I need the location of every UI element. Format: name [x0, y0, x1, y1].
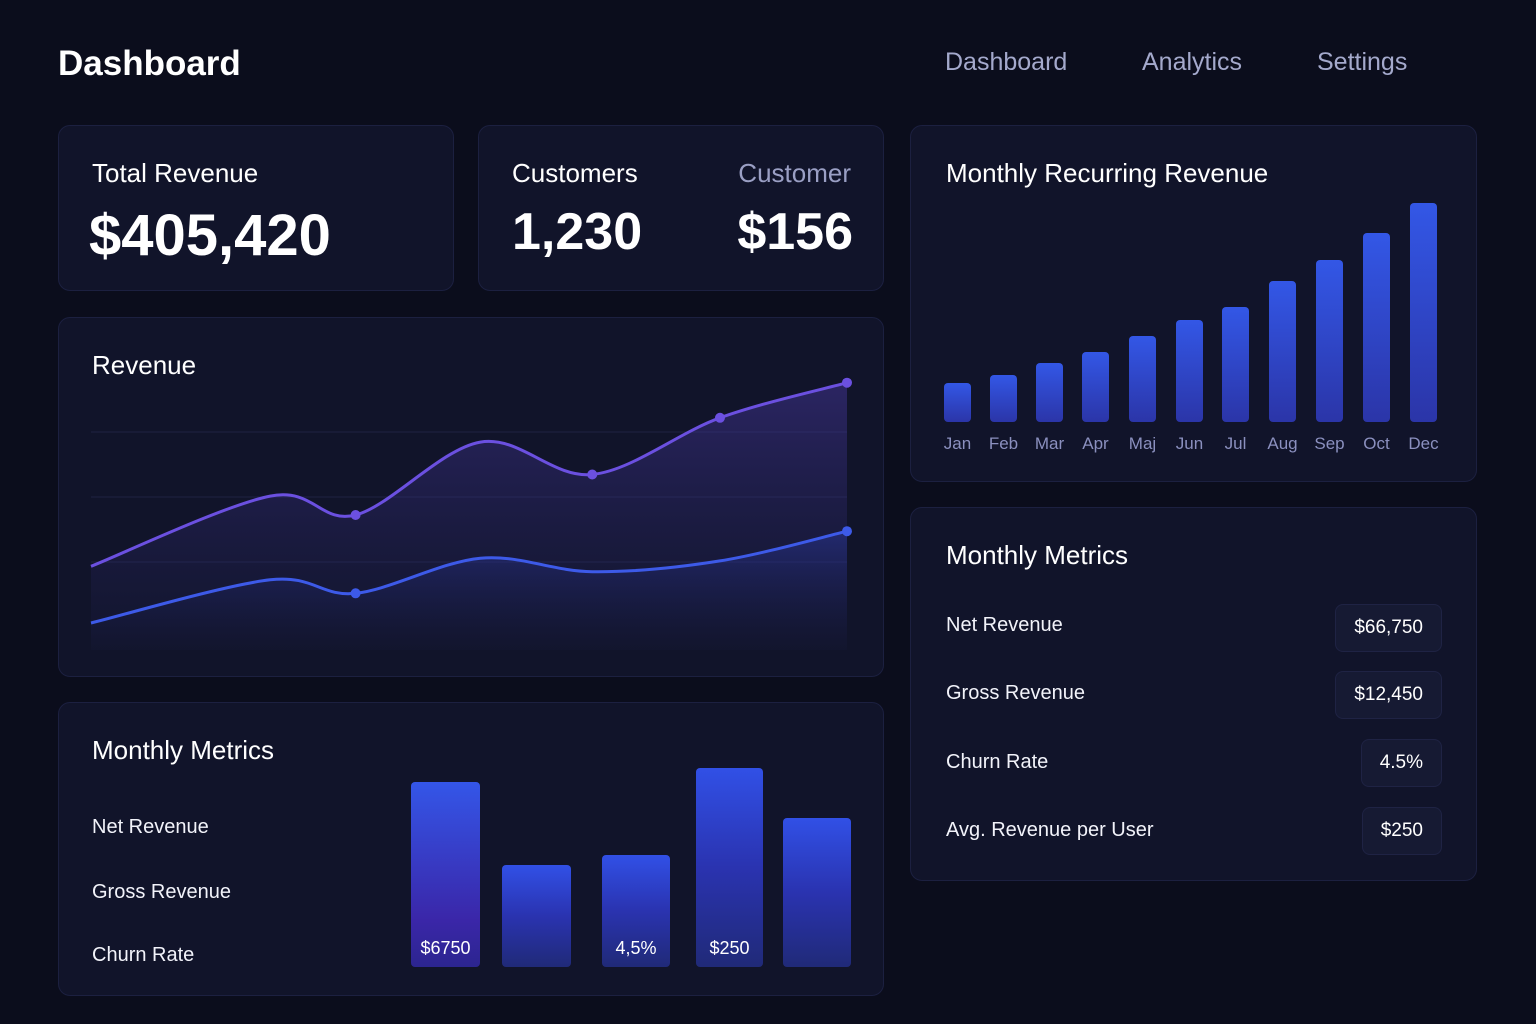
data-point[interactable]	[350, 588, 361, 599]
bar-data-label: 4,5%	[615, 938, 657, 958]
metric-bar[interactable]: $250	[696, 768, 763, 967]
series-2-area	[91, 531, 847, 650]
mrr-bar-jan[interactable]	[944, 383, 971, 422]
mrr-bar-sep[interactable]	[1316, 260, 1343, 422]
x-tick-label: Mar	[1034, 434, 1065, 453]
metric-value: 4.5%	[1360, 739, 1442, 787]
bar-data-label: $250	[709, 938, 750, 958]
metric-label: Net Revenue	[946, 614, 1063, 636]
total-revenue-label: Total Revenue	[92, 158, 259, 188]
mrr-bar-dec[interactable]	[1410, 203, 1437, 422]
x-tick-label: Feb	[988, 434, 1019, 453]
x-tick-label: Oct	[1363, 434, 1390, 453]
nav-analytics[interactable]: Analytics	[1142, 48, 1243, 76]
customers-label: Customers	[512, 158, 638, 188]
revenue-title: Revenue	[92, 350, 197, 380]
customers-value: 1,230	[512, 203, 643, 261]
data-point[interactable]	[842, 526, 852, 537]
nav-settings[interactable]: Settings	[1317, 48, 1408, 76]
mrr-bar-jul[interactable]	[1222, 307, 1249, 422]
nav-dashboard[interactable]: Dashboard	[945, 48, 1068, 76]
series-2-line	[90, 529, 848, 625]
total-revenue-value: $405,420	[89, 203, 331, 268]
mrr-card: Monthly Recurring Revenue	[910, 125, 1477, 482]
x-tick-label: Sep	[1314, 434, 1345, 453]
mrr-title: Monthly Recurring Revenue	[946, 158, 1269, 188]
data-point[interactable]	[714, 412, 725, 423]
metric-value: $12,450	[1335, 671, 1442, 719]
mrr-bar-aug[interactable]	[1269, 281, 1296, 422]
metric-label: Net Revenue	[92, 816, 209, 838]
x-tick-label: Jun	[1175, 434, 1204, 453]
data-point[interactable]	[350, 510, 361, 520]
metric-bar[interactable]: $6750	[411, 782, 480, 967]
customer-value: $156	[737, 203, 853, 261]
mrr-bar-mar[interactable]	[1036, 363, 1063, 422]
x-tick-label: Jul	[1224, 434, 1247, 453]
mrr-bar-oct[interactable]	[1363, 233, 1390, 422]
data-point[interactable]	[842, 377, 852, 388]
monthly-metrics-title: Monthly Metrics	[92, 735, 275, 765]
monthly-metrics-right-title: Monthly Metrics	[946, 540, 1129, 570]
metric-bar[interactable]: 4,5%	[602, 855, 670, 967]
metric-bar[interactable]	[783, 818, 851, 967]
mrr-bar-maj[interactable]	[1129, 336, 1156, 422]
metric-label: Churn Rate	[946, 751, 1049, 773]
x-tick-label: Aug	[1267, 434, 1298, 453]
x-tick-label: Jan	[943, 434, 972, 453]
data-point[interactable]	[587, 469, 598, 480]
customers-card: Customers 1,230 Customer $156	[478, 125, 884, 291]
metric-bar[interactable]	[502, 865, 571, 967]
metric-label: Gross Revenue	[92, 881, 231, 903]
x-tick-label: Apr	[1082, 434, 1109, 453]
mrr-bar-feb[interactable]	[990, 375, 1017, 422]
monthly-metrics-right-card: Monthly Metrics Net Revenue $66,750 Gros…	[910, 507, 1477, 881]
metric-value: $250	[1361, 807, 1442, 855]
mrr-bar-jun[interactable]	[1176, 320, 1203, 422]
metric-label: Avg. Revenue per User	[946, 819, 1154, 841]
total-revenue-card: Total Revenue $405,420	[58, 125, 454, 291]
x-tick-label: Maj	[1128, 434, 1157, 453]
bar-data-label: $6750	[420, 938, 471, 958]
metric-value: $66,750	[1335, 604, 1442, 652]
page-title: Dashboard	[58, 44, 241, 83]
metric-label: Churn Rate	[92, 944, 195, 966]
customer-label: Customer	[738, 158, 851, 188]
metric-label: Gross Revenue	[946, 682, 1085, 704]
mrr-bar-apr[interactable]	[1082, 352, 1109, 422]
x-tick-label: Dec	[1408, 434, 1439, 453]
